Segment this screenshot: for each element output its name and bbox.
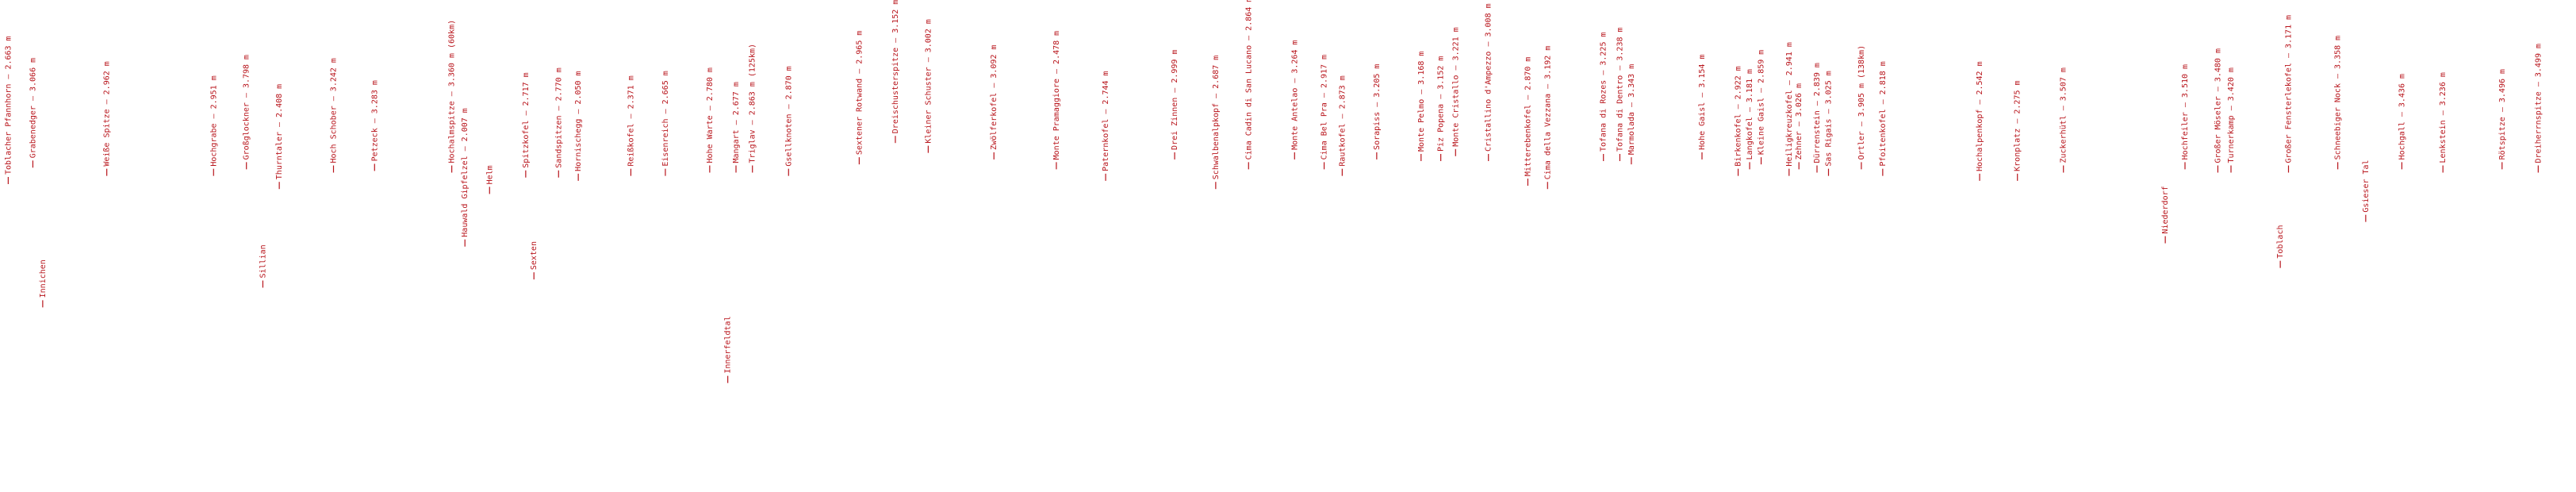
peak-label: Weiße Spitze – 2.962 m bbox=[103, 61, 112, 166]
peak-label: Hochgall – 3.436 m bbox=[2398, 74, 2406, 160]
peak-label: Sexten bbox=[530, 241, 539, 270]
peak-label: Langkofel – 3.181 m bbox=[1746, 69, 1754, 160]
peak-label: Hohe Warte – 2.780 m bbox=[706, 67, 715, 163]
peak-label: Sandspitzen – 2.770 m bbox=[554, 67, 563, 167]
peak-label: Monte Pramaggiore – 2.478 m bbox=[1052, 31, 1061, 160]
peak-label: Hoch Schober – 3.242 m bbox=[330, 58, 339, 163]
peak-label: Kleiner Schuster – 3.002 m bbox=[924, 19, 933, 144]
peak-label: Hornischegg – 2.050 m bbox=[574, 71, 583, 171]
peak-label: Cima Cadin di San Lucano – 2.864 m bbox=[1244, 0, 1253, 160]
peak-label: Schwalbenalpkopf – 2.687 m bbox=[1212, 56, 1221, 180]
peak-label: Toblacher Pfannhorn – 2.663 m bbox=[4, 36, 13, 175]
peak-label: Ortler – 3.905 m (138km) bbox=[1857, 45, 1866, 160]
peak-label: Zehner – 3.026 m bbox=[1795, 83, 1804, 160]
peak-label: Sas Rigais – 3.025 m bbox=[1825, 71, 1834, 166]
peak-label: Cristallino d'Ampezzo – 3.008 m bbox=[1485, 3, 1493, 152]
peak-label: Toblach bbox=[2276, 225, 2285, 258]
peak-label: Niederdorf bbox=[2161, 186, 2170, 233]
peak-label: Hochgrabe – 2.951 m bbox=[209, 75, 218, 166]
peak-label: Cima Bel Pra – 2.917 m bbox=[1321, 55, 1329, 160]
peak-label: Kronplatz – 2.275 m bbox=[2014, 80, 2022, 171]
peak-label: Hohe Gaisl – 3.154 m bbox=[1698, 55, 1707, 150]
peak-label: Hochalmspitze – 3.360 m (60km) bbox=[448, 20, 457, 163]
peak-label: Thurntaler – 2.408 m bbox=[275, 84, 284, 179]
peak-label: Gsellknoten – 2.870 m bbox=[784, 66, 793, 166]
peak-label: Lenkstein – 3.236 m bbox=[2439, 72, 2448, 163]
peak-label: Großer Fensterlekofel – 3.171 m bbox=[2285, 15, 2294, 163]
peak-label: Sorapiss – 3.205 m bbox=[1373, 64, 1382, 150]
peak-label: Dürrenstein – 2.839 m bbox=[1813, 63, 1822, 163]
peak-label: Gsieser Tal bbox=[2362, 160, 2371, 212]
peak-label: Hochfeiler – 3.510 m bbox=[2181, 64, 2190, 160]
peak-label: Cima della Vezzana – 3.192 m bbox=[1543, 46, 1552, 180]
peak-label: Eisenreich – 2.665 m bbox=[661, 71, 670, 166]
peak-label: Paternkofel – 2.744 m bbox=[1102, 71, 1110, 171]
peak-label: Schneebiger Nock – 3.358 m bbox=[2334, 36, 2343, 160]
peak-label: Pfoitenkofel – 2.818 m bbox=[1879, 61, 1888, 166]
peak-label: Tofana di Rozes – 3.225 m bbox=[1600, 32, 1608, 152]
peak-label: Reißkofel – 2.371 m bbox=[627, 75, 635, 166]
peak-label: Monte Pelmo – 3.168 m bbox=[1417, 52, 1426, 152]
peak-label: Piz Popena – 3.152 m bbox=[1437, 56, 1446, 152]
peak-label: Drei Zinnen – 2.999 m bbox=[1171, 49, 1179, 149]
peak-label: Sextener Rotwand – 2.965 m bbox=[855, 31, 864, 156]
peak-label: Kleine Gaisl – 2.859 m bbox=[1758, 50, 1766, 155]
peak-label: Zwölferkofel – 3.092 m bbox=[990, 44, 999, 149]
peak-label: Spitzkofel – 2.717 m bbox=[522, 72, 531, 167]
peak-label: Innerfeldtal bbox=[724, 316, 733, 373]
peak-label: Mangart – 2.677 m bbox=[732, 82, 741, 163]
peak-label: Innichen bbox=[39, 259, 48, 298]
peak-label: Tofana di Dentro – 3.238 m bbox=[1616, 27, 1624, 152]
peak-label: Monte Antelao – 3.264 m bbox=[1290, 40, 1299, 149]
peak-label: Hauwald Gipfelzel – 2.007 m bbox=[461, 108, 470, 237]
peak-label: Zuckerhütl – 3.507 m bbox=[2060, 67, 2068, 163]
peak-label: Rötspitze – 3.496 m bbox=[2498, 69, 2507, 160]
peak-label: Birkenkofel – 2.922 m bbox=[1735, 66, 1743, 166]
peak-label: Marmolada – 3.343 m bbox=[1627, 64, 1636, 155]
peak-label: Helm bbox=[485, 165, 494, 184]
peak-label: Rautkofel – 2.873 m bbox=[1338, 75, 1347, 166]
peak-label: Monte Cristallo – 3.221 m bbox=[1451, 27, 1460, 147]
peak-label: Hochalpenkopf – 2.542 m bbox=[1976, 61, 1984, 171]
peak-label: Großglockner – 3.798 m bbox=[243, 55, 251, 160]
peak-label: Dreischusterspitze – 3.152 m bbox=[891, 0, 900, 133]
peak-label: Triglav – 2.863 m (125km) bbox=[749, 44, 757, 163]
peak-label: Mitterebenkofel – 2.870 m bbox=[1524, 57, 1532, 177]
peak-label: Heiligkreuzkofel – 2.941 m bbox=[1785, 42, 1794, 167]
peak-label: Großer Möseler – 3.480 m bbox=[2214, 48, 2222, 163]
peak-label: Sillian bbox=[259, 244, 267, 278]
peak-label: Petzeck – 3.283 m bbox=[370, 80, 379, 161]
peak-label: Grabenedger – 3.066 m bbox=[29, 58, 37, 158]
peak-label: Dreiherrnspitze – 3.499 m bbox=[2534, 44, 2543, 163]
peak-label: Turnerkamp – 3.420 m bbox=[2227, 67, 2236, 163]
